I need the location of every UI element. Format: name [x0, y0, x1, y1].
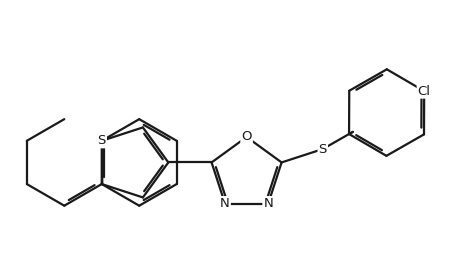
Text: N: N	[263, 197, 273, 210]
Text: S: S	[318, 142, 327, 156]
Text: N: N	[220, 197, 230, 210]
Text: Cl: Cl	[418, 85, 431, 98]
Text: O: O	[241, 131, 252, 144]
Text: S: S	[97, 134, 106, 147]
